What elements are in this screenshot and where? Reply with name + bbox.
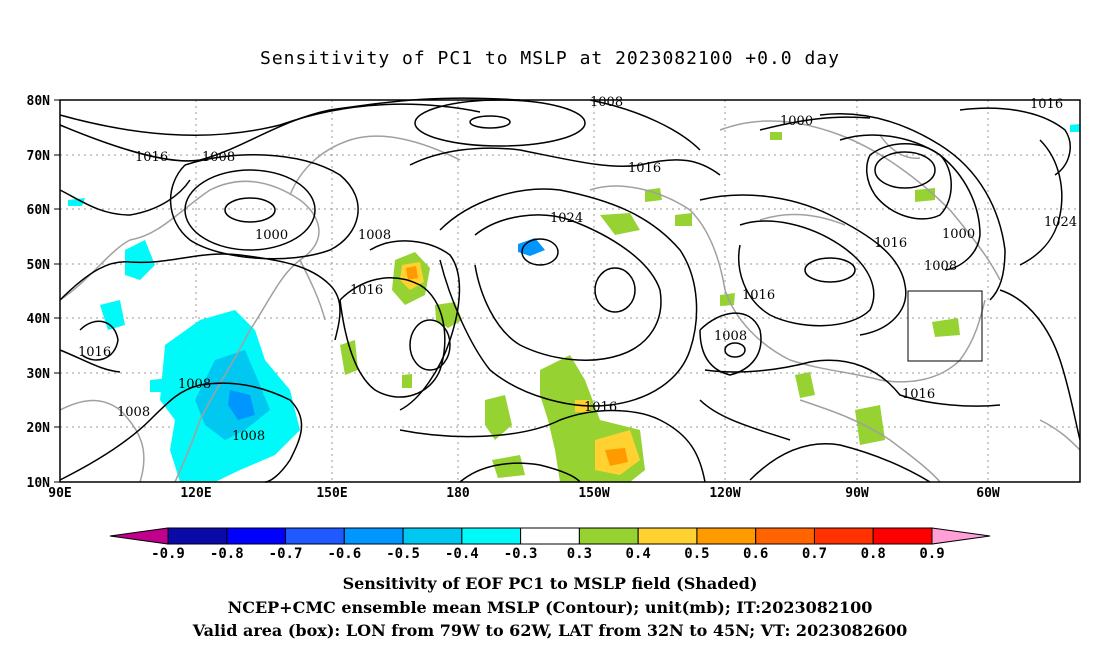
contour-label: 1000: [255, 228, 288, 243]
contour-label: 1016: [628, 161, 661, 176]
map-title: Sensitivity of PC1 to MSLP at 2023082100…: [259, 48, 840, 69]
contour-label: 1008: [117, 405, 150, 420]
contour-label: 1000: [780, 114, 813, 129]
lat-label: 10N: [27, 476, 51, 491]
colorbar-swatch: [461, 527, 522, 545]
lat-label: 40N: [27, 312, 51, 327]
contour-label: 1008: [358, 228, 391, 243]
lon-label: 90W: [845, 486, 869, 501]
lat-label: 70N: [27, 149, 51, 164]
lat-label: 30N: [27, 367, 51, 382]
colorbar-swatch: [167, 527, 228, 545]
colorbar-swatch: [285, 527, 345, 545]
lat-label: 20N: [27, 421, 51, 436]
contour-label: 1008: [232, 429, 265, 444]
lon-label: 120E: [180, 486, 211, 501]
colorbar-label: -0.8: [210, 546, 244, 562]
lon-label: 120W: [709, 486, 740, 501]
contour-label: 1024: [550, 211, 583, 226]
colorbar-label: 0.5: [684, 546, 709, 562]
caption-line-3: Valid area (box): LON from 79W to 62W, L…: [192, 621, 908, 640]
contour-label: 1016: [135, 150, 168, 165]
contour-label: 1024: [1044, 215, 1077, 230]
contour-label: 1008: [202, 150, 235, 165]
colorbar-label: -0.5: [386, 546, 420, 562]
caption-line-1: Sensitivity of EOF PC1 to MSLP field (Sh…: [342, 574, 758, 593]
lat-ticks: [54, 99, 60, 483]
caption-line-2: NCEP+CMC ensemble mean MSLP (Contour); u…: [227, 598, 873, 617]
colorbar-label: 0.6: [743, 546, 768, 562]
mslp-contours: [59, 97, 1081, 483]
colorbar-swatch: [813, 527, 874, 545]
colorbar-swatch: [578, 527, 639, 545]
colorbar-label: 0.9: [919, 546, 944, 562]
lon-label: 90E: [48, 486, 71, 501]
lon-label: 150W: [578, 486, 609, 501]
lon-label: 180: [446, 486, 470, 501]
lat-label: 50N: [27, 258, 51, 273]
lon-label: 60W: [976, 486, 1000, 501]
colorbar-swatch: [872, 527, 933, 545]
colorbar-min-arrow: [109, 527, 169, 545]
colorbar-label: 0.4: [626, 546, 651, 562]
colorbar: -0.9 -0.8 -0.7 -0.6 -0.5 -0.4 -0.3 0.3 0.4 0.5 0.6…: [109, 527, 991, 562]
colorbar-label: -0.7: [269, 546, 303, 562]
contour-label: 1008: [714, 329, 747, 344]
lon-label: 150E: [316, 486, 347, 501]
colorbar-swatch: [520, 527, 580, 545]
colorbar-label: -0.9: [151, 546, 185, 562]
colorbar-max-arrow: [931, 527, 991, 545]
colorbar-label: 0.7: [802, 546, 827, 562]
colorbar-label: -0.6: [327, 546, 361, 562]
contour-label-group: 1008 1016 1016 1008 1000 1000 1008 1016 …: [78, 95, 1077, 444]
contour-label: 1016: [78, 345, 111, 360]
colorbar-swatch: [637, 527, 698, 545]
map-frame: [59, 99, 1081, 483]
contour-label: 1016: [350, 283, 383, 298]
contour-label: 1016: [874, 236, 907, 251]
contour-label: 1016: [902, 387, 935, 402]
lon-axis: 90E 120E 150E 180 150W 120W 90W 60W: [48, 486, 1000, 501]
colorbar-swatch: [343, 527, 404, 545]
lat-label: 60N: [27, 203, 51, 218]
lat-label: 80N: [27, 94, 51, 109]
colorbar-label: -0.3: [504, 546, 538, 562]
contour-label: 1000: [942, 227, 975, 242]
sensitivity-shading: [68, 124, 1080, 482]
colorbar-label: -0.4: [445, 546, 479, 562]
contour-label: 1016: [584, 400, 617, 415]
contour-label: 1008: [178, 377, 211, 392]
lat-axis: 80N 70N 60N 50N 40N 30N 20N 10N: [27, 94, 51, 491]
contour-label: 1008: [924, 259, 957, 274]
contour-label: 1016: [742, 288, 775, 303]
colorbar-swatch: [226, 527, 287, 545]
colorbar-label: 0.8: [861, 546, 886, 562]
colorbar-swatch: [755, 527, 815, 545]
colorbar-label: 0.3: [567, 546, 592, 562]
valid-area-box: [907, 290, 983, 362]
contour-label: 1008: [590, 95, 623, 110]
colorbar-swatch: [696, 527, 757, 545]
colorbar-swatch: [402, 527, 463, 545]
